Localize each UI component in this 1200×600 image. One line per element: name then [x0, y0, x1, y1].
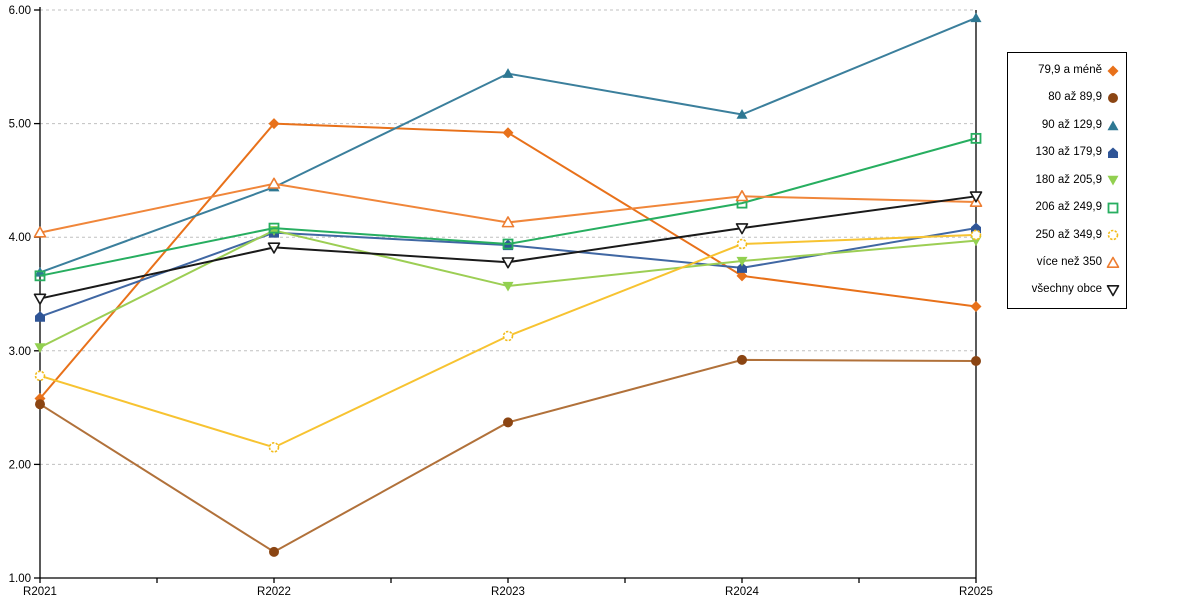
series-1-point-2	[503, 417, 513, 428]
legend-item-vsechny-obce: všechny obce	[1012, 283, 1120, 297]
y-tick-label: 5.00	[9, 119, 31, 131]
legend-item-79-9-a-mene: 79,9 a méně	[1012, 64, 1120, 78]
legend-marker-pentagon-icon	[1108, 147, 1118, 159]
y-tick-label: 6.00	[9, 5, 31, 17]
legend-marker-circle-icon	[1108, 93, 1118, 104]
series-1-point-1	[269, 546, 279, 557]
legend-label: 130 až 179,9	[1035, 146, 1102, 159]
series-7-point-0	[33, 226, 47, 238]
x-tick-label: R2024	[725, 586, 759, 598]
y-tick-label: 2.00	[9, 459, 31, 471]
series-8-point-4	[969, 191, 983, 203]
series-4-point-2	[502, 281, 514, 292]
x-tick-label: R2023	[491, 586, 525, 598]
legend-label: 206 až 249,9	[1035, 201, 1102, 214]
legend-item-vice-nez-350: více než 350	[1012, 256, 1120, 270]
legend-marker-square-open-icon	[1107, 202, 1119, 214]
y-tick-label: 1.00	[9, 573, 31, 585]
legend-label: 79,9 a méně	[1038, 63, 1102, 76]
series-0-point-4	[970, 300, 982, 312]
diamond-glyph	[1107, 65, 1119, 77]
triangle-open-glyph	[1106, 256, 1120, 268]
series-1-point-4	[971, 356, 981, 367]
series-3-point-3	[737, 262, 747, 273]
chart-legend: 79,9 a méně 80 až 89,9 90 až 129,9 130 a…	[1007, 52, 1127, 309]
legend-label: více než 350	[1036, 256, 1102, 269]
legend-item-80-az-89-9: 80 až 89,9	[1012, 91, 1120, 105]
series-line-5	[39, 137, 977, 277]
series-4-point-3	[736, 256, 748, 267]
legend-marker-diamond-icon	[1107, 65, 1119, 77]
series-6-point-1	[268, 442, 280, 453]
legend-marker-triangle-down-icon	[1107, 176, 1119, 186]
legend-item-206-az-249-9: 206 až 249,9	[1012, 201, 1120, 215]
pentagon-glyph	[1108, 147, 1118, 159]
series-5-point-1	[268, 222, 280, 234]
series-7-point-3	[735, 190, 749, 202]
circle-glyph	[1108, 93, 1118, 104]
series-0-point-3	[736, 270, 748, 282]
series-8-point-3	[735, 223, 749, 235]
series-6-point-2	[502, 330, 514, 342]
x-tick-label: R2025	[959, 586, 993, 598]
series-line-1	[39, 358, 977, 554]
series-1-point-0	[35, 399, 45, 410]
square-open-glyph	[1107, 202, 1119, 214]
legend-label: 80 až 89,9	[1048, 91, 1102, 104]
series-8-point-2	[501, 257, 515, 269]
legend-marker-triangle-down-open-icon	[1106, 285, 1120, 297]
legend-item-180-az-205-9: 180 až 205,9	[1012, 173, 1120, 187]
series-3-point-0	[35, 311, 45, 322]
legend-marker-circle-open-icon	[1107, 230, 1119, 241]
x-tick-label: R2022	[257, 586, 291, 598]
triangle-up-glyph	[1107, 120, 1119, 130]
y-tick-label: 3.00	[9, 346, 31, 358]
series-2-point-2	[502, 68, 514, 78]
series-0-point-2	[502, 127, 514, 139]
circle-open-glyph	[1107, 230, 1119, 241]
legend-label: 180 až 205,9	[1035, 173, 1102, 186]
series-2-point-4	[970, 12, 982, 23]
series-5-point-2	[502, 238, 514, 250]
legend-item-250-az-349-9: 250 až 349,9	[1012, 228, 1120, 242]
series-2-point-3	[736, 109, 748, 119]
legend-item-90-az-129-9: 90 až 129,9	[1012, 119, 1120, 133]
legend-label: všechny obce	[1031, 283, 1102, 296]
series-5-point-0	[34, 270, 46, 282]
series-7-point-2	[501, 216, 515, 228]
series-0-point-1	[268, 118, 280, 130]
series-1-point-3	[737, 354, 747, 365]
legend-label: 90 až 129,9	[1041, 118, 1102, 131]
series-6-point-0	[34, 370, 46, 382]
x-tick-label: R2021	[23, 586, 57, 598]
series-6-point-3	[736, 238, 748, 250]
series-8-point-0	[33, 293, 47, 305]
series-4-point-0	[34, 343, 46, 353]
legend-marker-triangle-up-icon	[1107, 120, 1119, 130]
series-8-point-1	[267, 242, 281, 254]
legend-marker-triangle-open-icon	[1106, 256, 1120, 268]
series-5-point-4	[970, 132, 982, 144]
y-tick-label: 4.00	[9, 232, 31, 244]
legend-label: 250 až 349,9	[1035, 228, 1102, 241]
series-7-point-1	[267, 177, 281, 189]
series-6-point-4	[970, 229, 982, 241]
triangle-down-open-glyph	[1106, 285, 1120, 297]
legend-item-130-az-179-9: 130 až 179,9	[1012, 146, 1120, 160]
triangle-down-glyph	[1107, 176, 1119, 186]
